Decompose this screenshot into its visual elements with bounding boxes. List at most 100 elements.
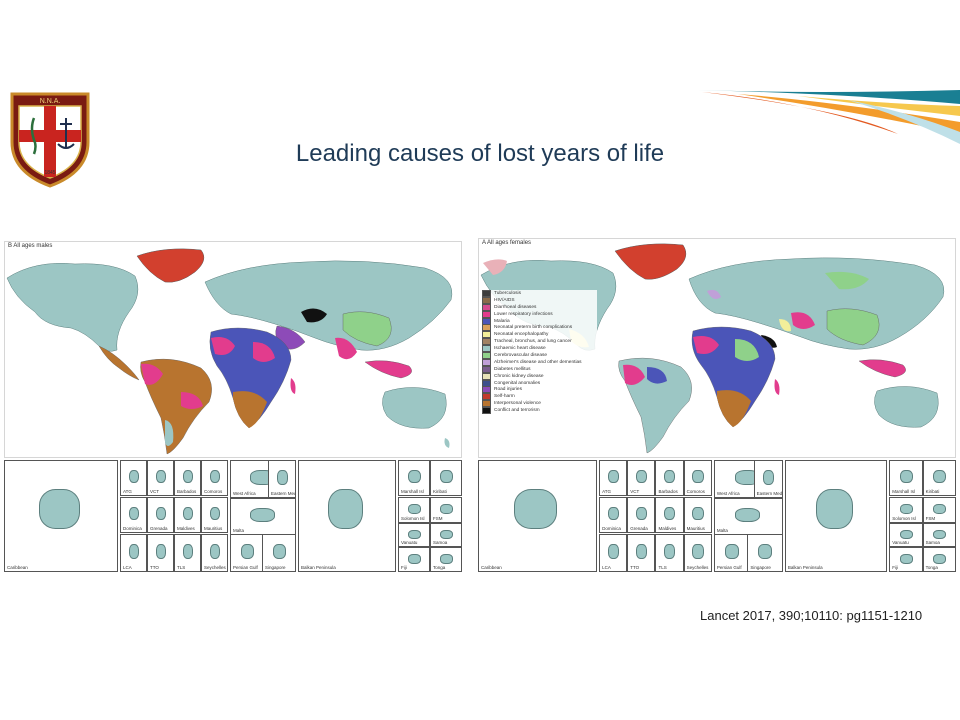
inset-land [240,544,254,559]
map-inset: Fiji [889,547,923,572]
inset-land [734,507,761,522]
inset-land [182,469,194,484]
map-inset: FSM [430,497,462,523]
inset-land [276,470,288,485]
map-inset: Comoros [683,460,712,496]
map-inset: VCT [627,460,656,496]
inset-land [899,469,913,484]
inset-label: Vanuatu [892,540,909,545]
map-inset: Mauritius [683,497,712,533]
map-inset: Barbados [174,460,201,496]
map-inset: Singapore [747,534,783,572]
legend-swatch [482,400,491,408]
inset-label: Dominica [123,526,142,531]
legend-swatch [482,303,491,311]
legend-swatch [482,338,491,346]
inset-land [933,504,947,515]
legend-label: Congenital anomalies [494,380,541,386]
inset-label: Comoros [204,489,223,494]
inset-label: Balkan Peninsula [301,565,336,570]
navy-shield-logo: N.N.A. 1845 [8,88,92,188]
legend-item: Congenital anomalies [482,379,597,387]
inset-label: FSM [925,516,936,521]
map-inset: Samoa [430,523,462,547]
inset-label: Fiji [401,565,407,570]
inset-land [636,544,648,559]
map-inset: Maldives [655,497,684,533]
legend-item: Tracheal, bronchus, and lung cancer [482,338,597,346]
inset-label: Grenada [630,526,648,531]
inset-land [664,544,676,559]
inset-label: Mauritius [686,526,705,531]
map-inset: Grenada [627,497,656,533]
map-inset: Kiribati [922,460,956,496]
inset-land [692,544,704,559]
inset-label: LCA [123,565,132,570]
inset-land [408,553,421,564]
inset-land [327,488,364,529]
legend-label: Lower respiratory infections [494,311,553,317]
inset-land [899,504,913,515]
inset-land [899,529,913,540]
legend-item: Chronic kidney disease [482,372,597,380]
inset-label: Persian Gulf [233,565,258,570]
legend-label: Diarrhoeal diseases [494,304,537,310]
inset-label: Maldives [658,526,677,531]
inset-land [182,506,194,521]
legend-item: Neonatal preterm birth complications [482,324,597,332]
inset-land [933,529,947,540]
map-inset: VCT [147,460,174,496]
inset-label: Comoros [686,489,705,494]
map-inset: Persian Gulf [230,534,264,572]
inset-land [933,469,947,484]
inset-land [272,544,286,559]
inset-label: Eastern Mediterranean [756,491,783,496]
map-inset: Caribbean [4,460,118,572]
inset-land [209,544,221,559]
inset-land [440,504,453,515]
map-inset: Dominica [599,497,628,533]
inset-land [408,469,421,484]
map-inset: Marshall Isl [398,460,430,496]
inset-land [636,506,648,521]
inset-label: Mauritius [204,526,223,531]
legend-label: Malaria [494,318,510,324]
legend-swatch [482,393,491,401]
inset-label: Balkan Peninsula [787,565,823,570]
inset-label: Singapore [750,565,771,570]
inset-label: ATG [123,489,132,494]
map-inset: Seychelles [201,534,228,572]
legend-label: Neonatal encephalopathy [494,332,549,338]
map-inset: LCA [120,534,147,572]
inset-label: Marshall Isl [401,489,424,494]
inset-label: Malta [233,528,245,533]
map-inset: Persian Gulf [713,534,750,572]
inset-land [692,506,704,521]
legend-swatch [482,372,491,380]
inset-label: Malta [716,528,728,533]
inset-label: West Africa [716,491,740,496]
legend-item: Lower respiratory infections [482,310,597,318]
legend-swatch [482,365,491,373]
legend-item: Road injuries [482,386,597,394]
map-inset: Balkan Peninsula [298,460,396,572]
inset-land [692,469,704,484]
inset-land [408,529,421,540]
legend-label: Alzheimer's disease and other dementias [494,359,582,365]
inset-label: Grenada [150,526,168,531]
legend-label: Diabetes mellitus [494,366,531,372]
left-map-label: B All ages males [8,243,53,249]
map-inset: Singapore [262,534,296,572]
map-inset: Fiji [398,547,430,572]
map-inset: Vanuatu [398,523,430,547]
legend-swatch [482,351,491,359]
legend-label: HIV/AIDS [494,297,515,303]
inset-label: ATG [602,489,611,494]
legend-item: Cerebrovascular disease [482,351,597,359]
inset-land [182,544,194,559]
map-inset: TTO [147,534,174,572]
insets-males: Caribbean ATG VCT Barbados Comoros West Afric… [4,460,462,572]
inset-land [758,544,772,559]
inset-label: VCT [150,489,159,494]
inset-land [440,553,453,564]
